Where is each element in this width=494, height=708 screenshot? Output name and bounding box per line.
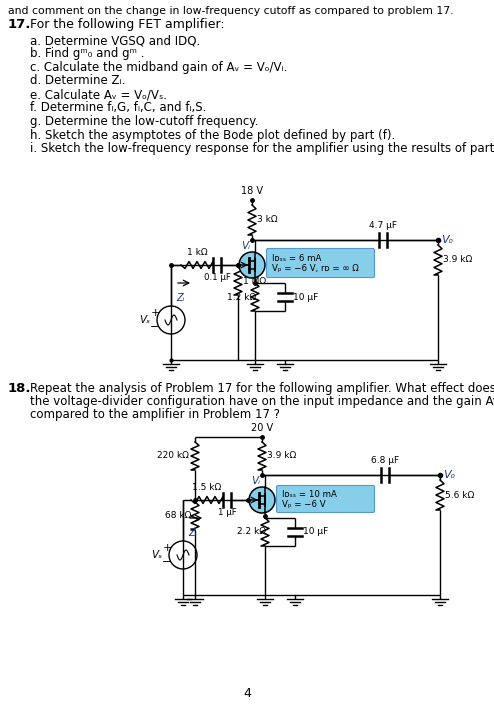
Text: 1 MΩ: 1 MΩ	[243, 277, 266, 285]
Text: Iᴅₛₛ = 10 mA: Iᴅₛₛ = 10 mA	[282, 490, 337, 499]
Text: 4.7 μF: 4.7 μF	[369, 221, 397, 230]
Text: 68 kΩ: 68 kΩ	[165, 511, 191, 520]
Text: 1 μF: 1 μF	[218, 508, 236, 517]
Text: Repeat the analysis of Problem 17 for the following amplifier. What effect does: Repeat the analysis of Problem 17 for th…	[30, 382, 494, 395]
Text: 220 kΩ: 220 kΩ	[157, 452, 189, 460]
Text: b. Find gᵐ₀ and gᵐ .: b. Find gᵐ₀ and gᵐ .	[30, 47, 145, 60]
Text: f. Determine fₗ,G, fₗ,C, and fₗ,S.: f. Determine fₗ,G, fₗ,C, and fₗ,S.	[30, 101, 206, 115]
Text: 5.6 kΩ: 5.6 kΩ	[445, 491, 474, 500]
Circle shape	[249, 487, 275, 513]
Text: 10 μF: 10 μF	[303, 527, 328, 537]
Text: Zᵢ: Zᵢ	[176, 293, 184, 303]
Text: the voltage-divider configuration have on the input impedance and the gain Av: the voltage-divider configuration have o…	[30, 395, 494, 408]
Text: Vₒ: Vₒ	[443, 470, 455, 480]
Text: Vₒ: Vₒ	[441, 235, 453, 245]
Text: i. Sketch the low-frequency response for the amplifier using the results of part: i. Sketch the low-frequency response for…	[30, 142, 494, 155]
FancyBboxPatch shape	[277, 486, 374, 513]
Circle shape	[239, 252, 265, 278]
Text: 20 V: 20 V	[251, 423, 273, 433]
Text: 0.1 μF: 0.1 μF	[204, 273, 230, 282]
FancyBboxPatch shape	[266, 249, 374, 278]
Text: +: +	[150, 308, 160, 318]
Text: e. Calculate Aᵥ = Vₒ/Vₛ.: e. Calculate Aᵥ = Vₒ/Vₛ.	[30, 88, 167, 101]
Text: 3 kΩ: 3 kΩ	[257, 215, 278, 224]
Text: c. Calculate the midband gain of Aᵥ = Vₒ/Vᵢ.: c. Calculate the midband gain of Aᵥ = Vₒ…	[30, 61, 288, 74]
Text: a. Determine VGSQ and IDQ.: a. Determine VGSQ and IDQ.	[30, 34, 200, 47]
Text: 4: 4	[243, 687, 251, 700]
Text: 1.2 kΩ: 1.2 kΩ	[227, 292, 256, 302]
Text: 1.5 kΩ: 1.5 kΩ	[192, 483, 222, 492]
Text: Vᵢ: Vᵢ	[251, 476, 260, 486]
Text: 10 μF: 10 μF	[293, 292, 318, 302]
Text: Vₛ: Vₛ	[152, 550, 163, 560]
Text: 17.: 17.	[8, 18, 32, 31]
Text: For the following FET amplifier:: For the following FET amplifier:	[30, 18, 225, 31]
Text: 18.: 18.	[8, 382, 32, 395]
Text: 6.8 μF: 6.8 μF	[371, 456, 399, 465]
Text: 3.9 kΩ: 3.9 kΩ	[443, 256, 472, 265]
Text: 3.9 kΩ: 3.9 kΩ	[267, 452, 296, 460]
Text: Zᵢ: Zᵢ	[188, 528, 197, 538]
Text: Vₚ = −6 V, rᴅ = ∞ Ω: Vₚ = −6 V, rᴅ = ∞ Ω	[272, 264, 359, 273]
Text: 18 V: 18 V	[241, 186, 263, 196]
Text: 2.2 kΩ: 2.2 kΩ	[237, 527, 266, 537]
Text: −: −	[150, 322, 160, 332]
Text: d. Determine Zᵢ.: d. Determine Zᵢ.	[30, 74, 125, 88]
Text: Vₛ: Vₛ	[139, 315, 151, 325]
Text: h. Sketch the asymptotes of the Bode plot defined by part (f).: h. Sketch the asymptotes of the Bode plo…	[30, 128, 395, 142]
Text: g. Determine the low-cutoff frequency.: g. Determine the low-cutoff frequency.	[30, 115, 258, 128]
Text: −: −	[163, 557, 172, 567]
Text: Vₚ = −6 V: Vₚ = −6 V	[282, 500, 326, 509]
Text: 1 kΩ: 1 kΩ	[187, 248, 207, 257]
Text: Iᴅₛₛ = 6 mA: Iᴅₛₛ = 6 mA	[272, 254, 322, 263]
Text: and comment on the change in low-frequency cutoff as compared to problem 17.: and comment on the change in low-frequen…	[8, 6, 453, 16]
Text: Vᵢ: Vᵢ	[241, 241, 250, 251]
Text: compared to the amplifier in Problem 17 ?: compared to the amplifier in Problem 17 …	[30, 408, 280, 421]
Text: +: +	[163, 543, 172, 553]
